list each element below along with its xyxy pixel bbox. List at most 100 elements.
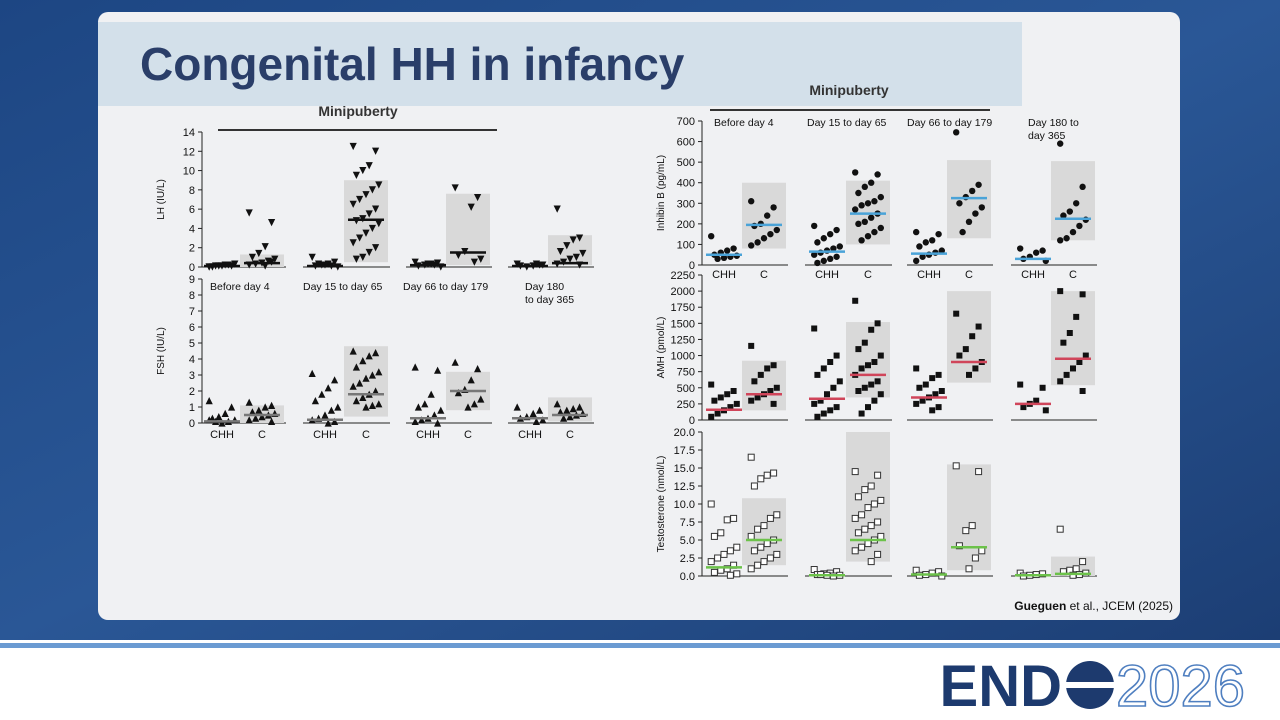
data-point <box>760 522 768 530</box>
x-tick-label: CHH <box>1021 269 1045 281</box>
data-point <box>747 565 755 573</box>
data-point <box>748 397 755 404</box>
data-point <box>717 529 725 537</box>
data-point <box>1079 183 1086 191</box>
y-tick-label: 20.0 <box>674 427 695 439</box>
y-tick-label: 0 <box>189 418 195 430</box>
data-point <box>579 249 587 258</box>
logo-left: END <box>940 654 1062 719</box>
data-point <box>349 200 357 208</box>
data-point <box>576 234 584 242</box>
data-point <box>268 417 276 425</box>
data-point <box>763 471 771 479</box>
y-tick-label: 250 <box>677 399 695 411</box>
data-point <box>870 500 878 508</box>
data-point <box>1070 365 1076 372</box>
y-tick-label: 8 <box>189 290 195 302</box>
data-point <box>375 181 383 189</box>
data-point <box>563 406 571 414</box>
data-point <box>811 400 818 407</box>
data-point <box>245 209 253 217</box>
data-point <box>1076 359 1083 365</box>
y-tick-label: 14 <box>183 127 195 139</box>
data-point <box>938 572 946 580</box>
data-point <box>368 401 376 409</box>
data-point <box>359 166 367 175</box>
data-point <box>352 255 360 263</box>
data-point <box>464 403 472 411</box>
data-point <box>1073 313 1080 320</box>
data-point <box>1066 330 1073 336</box>
data-point <box>811 222 818 230</box>
data-point <box>830 384 837 391</box>
data-point <box>913 257 920 265</box>
data-point <box>1076 222 1083 230</box>
data-point <box>248 408 256 416</box>
data-point <box>311 397 319 405</box>
data-point <box>956 352 963 359</box>
y-tick-label: 2 <box>189 243 195 255</box>
data-point <box>372 244 380 252</box>
data-point <box>261 403 269 411</box>
data-point <box>1063 371 1070 378</box>
footer-stripe <box>0 643 1280 648</box>
data-point <box>877 391 884 398</box>
data-point <box>757 475 765 483</box>
data-point <box>773 384 780 391</box>
data-point <box>814 239 821 246</box>
data-point <box>852 169 859 176</box>
y-tick-label: 0.0 <box>680 571 695 583</box>
data-point <box>707 558 715 566</box>
data-point <box>368 371 376 379</box>
y-tick-label: 5 <box>189 338 195 350</box>
x-tick-label: CHH <box>917 269 941 281</box>
data-point <box>365 352 373 360</box>
data-point <box>434 259 442 267</box>
data-point <box>733 400 740 407</box>
x-tick-label: C <box>965 269 973 281</box>
data-point <box>877 224 884 232</box>
data-point <box>827 407 834 414</box>
data-point <box>1063 235 1070 242</box>
data-point <box>451 184 459 192</box>
data-point <box>474 365 482 373</box>
data-point <box>365 162 373 170</box>
data-point <box>877 496 885 504</box>
data-point <box>733 543 741 551</box>
data-point <box>563 242 571 250</box>
data-point <box>1079 558 1087 566</box>
data-point <box>962 527 970 535</box>
y-tick-label: 1 <box>189 402 195 414</box>
data-point <box>1017 245 1024 252</box>
data-point <box>315 260 323 268</box>
data-point <box>375 220 383 228</box>
data-point <box>965 565 973 573</box>
data-point <box>820 365 827 372</box>
data-point <box>372 349 380 357</box>
data-point <box>1039 384 1046 391</box>
data-point <box>1079 388 1086 394</box>
data-point <box>877 532 885 540</box>
data-point <box>318 390 326 398</box>
data-point <box>757 543 765 551</box>
x-tick-label: C <box>864 269 872 281</box>
data-point <box>1060 212 1067 219</box>
data-point <box>467 203 475 211</box>
data-point <box>477 395 485 403</box>
data-point <box>956 200 963 207</box>
data-point <box>836 378 843 385</box>
data-point <box>205 397 213 405</box>
data-point <box>231 260 239 268</box>
data-point <box>754 239 761 246</box>
data-point <box>865 404 871 411</box>
period-label: Before day 4 <box>210 281 270 293</box>
data-point <box>1057 378 1064 385</box>
data-point <box>851 547 859 555</box>
y-tick-label: 12 <box>183 146 195 158</box>
data-point <box>252 414 260 422</box>
data-point <box>858 543 866 551</box>
y-tick-label: 9 <box>189 274 195 286</box>
data-point <box>724 247 731 254</box>
data-point <box>861 525 869 533</box>
data-point <box>720 550 728 558</box>
